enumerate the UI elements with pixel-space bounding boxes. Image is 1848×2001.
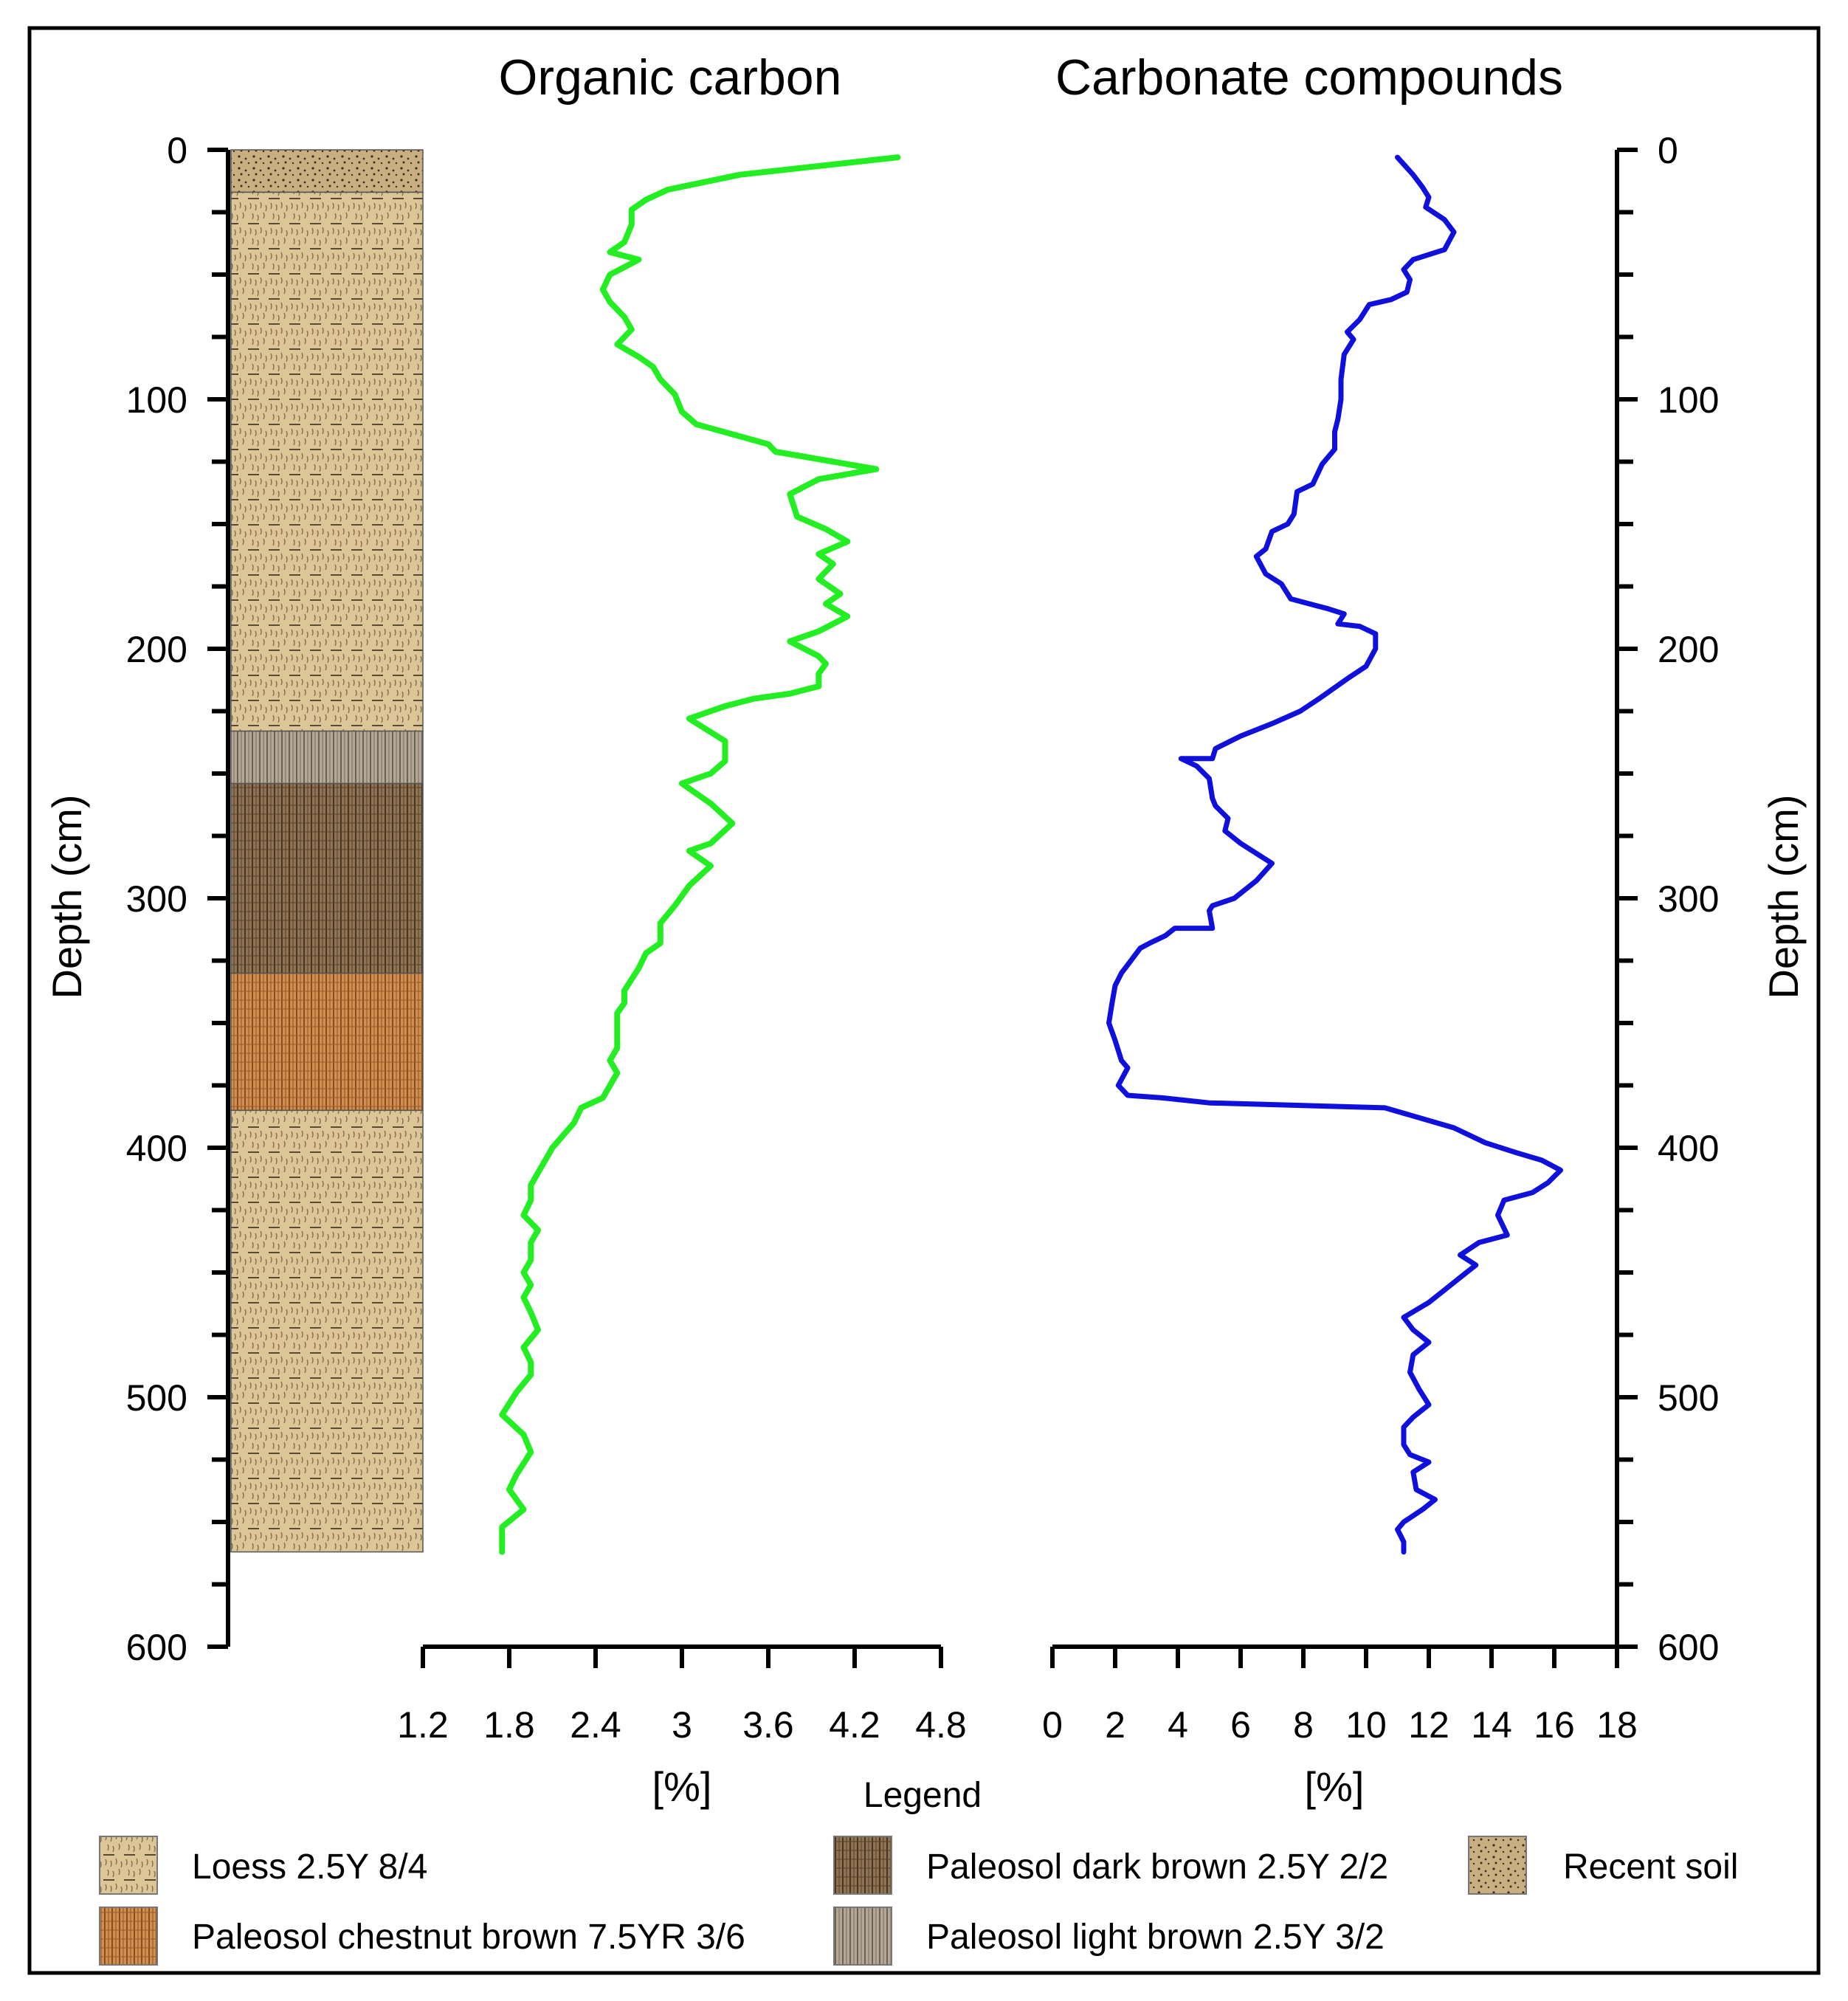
organic-carbon-title: Organic carbon	[499, 49, 842, 106]
legend-swatch	[99, 1907, 158, 1966]
left-depth-tick-label: 300	[126, 878, 187, 920]
left-depth-tick-label: 100	[126, 379, 187, 421]
legend-label: Loess 2.5Y 8/4	[192, 1847, 427, 1887]
legend-label: Recent soil	[1563, 1847, 1738, 1887]
left-depth-tick-label: 600	[126, 1627, 187, 1668]
left-depth-axis: 0 100 200 300 400 500 600	[126, 130, 230, 1668]
right-depth-tick-label: 500	[1658, 1377, 1719, 1419]
stratum-1	[230, 191, 424, 732]
carbonate-x-tick-label: 14	[1471, 1704, 1512, 1746]
organic-carbon-x-tick-label: 3	[672, 1704, 692, 1746]
right-depth-tick-label: 0	[1658, 130, 1678, 171]
carbonate-x-tick-label: 16	[1534, 1704, 1575, 1746]
left-depth-tick-label: 0	[167, 130, 187, 171]
organic-carbon-x-tick-label: 3.6	[742, 1704, 794, 1746]
figure-frame	[27, 26, 1821, 1975]
carbonate-x-axis: 0 2 4 6 8 10 12 14 16 18	[1042, 1644, 1638, 1746]
right-depth-tick-label: 300	[1658, 878, 1719, 920]
left-depth-tick-label: 500	[126, 1377, 187, 1419]
carbonate-x-tick-label: 12	[1408, 1704, 1449, 1746]
stratum-2	[230, 730, 424, 785]
legend-label: Paleosol light brown 2.5Y 3/2	[926, 1918, 1385, 1957]
right-depth-tick-label: 600	[1658, 1627, 1719, 1668]
legend-label: Paleosol dark brown 2.5Y 2/2	[926, 1847, 1388, 1887]
carbonate-title: Carbonate compounds	[1055, 49, 1563, 106]
carbonate-x-tick-label: 0	[1042, 1704, 1063, 1746]
carbonate-x-tick-label: 8	[1293, 1704, 1314, 1746]
organic-carbon-x-tick-label: 4.8	[915, 1704, 967, 1746]
legend-swatch	[99, 1836, 158, 1895]
organic-carbon-series-line	[499, 154, 901, 1555]
stratigraphic-column	[230, 149, 424, 1553]
stratum-5	[230, 1109, 424, 1553]
organic-carbon-x-tick-label: 4.2	[829, 1704, 880, 1746]
organic-carbon-x-axis: 1.2 1.8 2.4 3 3.6 4.2 4.8	[397, 1644, 967, 1746]
right-depth-axis-title: Depth (cm)	[1760, 795, 1807, 999]
right-depth-axis: 0 100 200 300 400 500 600	[1615, 130, 1719, 1668]
left-depth-tick-label: 200	[126, 629, 187, 670]
stratum-4	[230, 972, 424, 1112]
carbonate-x-tick-label: 18	[1596, 1704, 1638, 1746]
right-depth-tick-label: 100	[1658, 379, 1719, 421]
legend-swatch	[1468, 1836, 1527, 1895]
carbonate-x-tick-label: 4	[1168, 1704, 1188, 1746]
organic-carbon-x-label: [%]	[652, 1763, 712, 1810]
right-depth-tick-label: 400	[1658, 1128, 1719, 1169]
legend-swatch	[833, 1836, 892, 1895]
carbonate-x-tick-label: 6	[1230, 1704, 1251, 1746]
legend-title: Legend	[863, 1776, 982, 1815]
organic-carbon-x-tick-label: 1.8	[483, 1704, 535, 1746]
legend-label: Paleosol chestnut brown 7.5YR 3/6	[192, 1918, 745, 1957]
carbonate-series-line	[1106, 154, 1563, 1555]
left-depth-axis-title: Depth (cm)	[44, 795, 90, 999]
legend: Loess 2.5Y 8/4 Paleosol dark brown 2.5Y 2…	[99, 1836, 1738, 1966]
organic-carbon-x-tick-label: 1.2	[397, 1704, 449, 1746]
stratum-3	[230, 782, 424, 974]
left-depth-tick-label: 400	[126, 1128, 187, 1169]
organic-carbon-x-tick-label: 2.4	[570, 1704, 621, 1746]
carbonate-x-tick-label: 10	[1345, 1704, 1387, 1746]
carbonate-x-label: [%]	[1305, 1763, 1365, 1810]
right-depth-tick-label: 200	[1658, 629, 1719, 670]
legend-swatch	[833, 1907, 892, 1966]
carbonate-x-tick-label: 2	[1105, 1704, 1125, 1746]
stratum-0	[230, 149, 424, 193]
